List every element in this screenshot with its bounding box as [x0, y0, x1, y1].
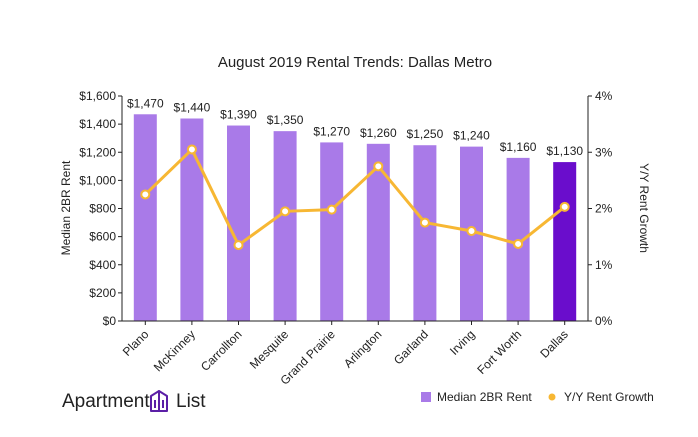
chart-title: August 2019 Rental Trends: Dallas Metro [218, 54, 492, 71]
growth-point-dallas [559, 201, 570, 212]
growth-point-plano [140, 189, 151, 200]
bar-arlington [366, 143, 390, 321]
x-tick-label: Fort Worth [474, 327, 524, 377]
bar-data-label: $1,260 [360, 126, 397, 140]
left-tick-label: $1,400 [79, 117, 116, 131]
left-tick-label: $1,000 [79, 173, 116, 187]
x-tick-label: Dallas [537, 327, 570, 360]
growth-point-fort-worth [513, 238, 524, 249]
growth-point-irving [466, 226, 477, 236]
x-tick-label: McKinney [151, 327, 198, 374]
left-tick-label: $200 [89, 286, 116, 300]
bar-plano [133, 114, 157, 321]
right-tick-label: 2% [595, 202, 613, 216]
line-series [140, 144, 570, 251]
left-tick-label: $1,200 [79, 145, 116, 159]
brand-name-left: Apartment [62, 391, 150, 412]
growth-point-arlington [373, 161, 384, 172]
bar-mckinney [180, 118, 204, 321]
legend-line-swatch [548, 393, 556, 401]
left-tick-label: $1,600 [79, 89, 116, 103]
legend-bar-label: Median 2BR Rent [437, 390, 532, 404]
bar-data-label: $1,250 [407, 127, 444, 141]
bar-data-label: $1,240 [453, 129, 490, 143]
bar-carrollton [227, 125, 250, 321]
bar-garland [413, 145, 437, 321]
right-tick-label: 4% [595, 89, 613, 103]
growth-point-carrollton [233, 240, 244, 251]
right-tick-label: 0% [595, 314, 613, 328]
y2-axis-title: Y/Y Rent Growth [637, 163, 651, 253]
left-axis: $0 $200 $400 $600 $800 $1,000 $1,200 $1,400 $1,6… [79, 89, 122, 328]
bar-mesquite [273, 131, 297, 321]
bar-data-label: $1,130 [546, 144, 583, 158]
bar-dallas [553, 162, 577, 321]
bar-data-label: $1,470 [127, 96, 164, 110]
left-tick-label: $800 [89, 202, 116, 216]
legend-line-label: Y/Y Rent Growth [564, 390, 654, 404]
right-axis: 0% 1% 2% 3% 4% [588, 89, 613, 328]
brand-logo: Apartment List [62, 390, 206, 412]
bar-data-label: $1,350 [267, 113, 304, 127]
bar-series [133, 114, 577, 321]
bar-data-labels: $1,470 $1,440 $1,390 $1,350 $1,270 $1,260 $1,2… [127, 96, 583, 158]
legend-bar-swatch [421, 392, 431, 402]
legend: Median 2BR Rent Y/Y Rent Growth [421, 390, 654, 404]
left-tick-label: $0 [103, 314, 117, 328]
x-tick-label: Irving [447, 327, 478, 358]
bar-grand-prairie [320, 142, 344, 321]
bar-data-label: $1,440 [174, 101, 211, 115]
bar-data-label: $1,160 [500, 140, 537, 154]
x-tick-label: Garland [391, 327, 431, 367]
growth-point-mckinney [186, 144, 197, 155]
x-tick-label: Plano [120, 327, 152, 359]
x-tick-label: Mesquite [247, 327, 292, 372]
x-tick-label: Carrollton [198, 327, 245, 374]
brand-name-right: List [176, 391, 206, 412]
left-tick-label: $600 [89, 230, 116, 244]
right-tick-label: 3% [595, 145, 613, 159]
brand-building-icon [150, 390, 168, 412]
growth-point-mesquite [280, 206, 291, 217]
x-tick-label: Arlington [341, 327, 384, 370]
right-tick-label: 1% [595, 258, 613, 272]
growth-point-garland [419, 217, 430, 228]
bar-data-label: $1,270 [313, 124, 350, 138]
y-axis-title: Median 2BR Rent [59, 160, 73, 255]
growth-point-grand-prairie [326, 204, 337, 215]
growth-line [144, 147, 566, 247]
bar-data-label: $1,390 [220, 108, 257, 122]
left-tick-label: $400 [89, 258, 116, 272]
